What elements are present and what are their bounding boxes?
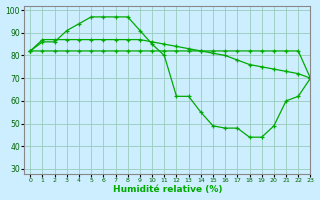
- X-axis label: Humidité relative (%): Humidité relative (%): [113, 185, 222, 194]
